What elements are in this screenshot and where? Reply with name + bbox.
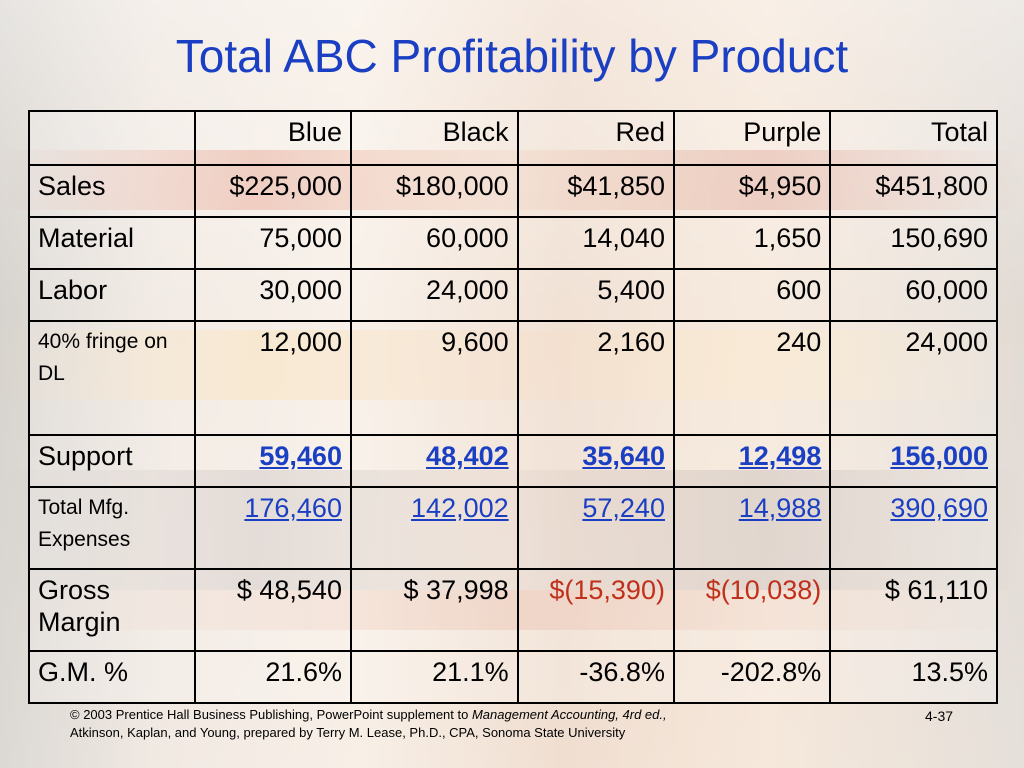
- cell-value: $ 48,540: [193, 568, 352, 652]
- corner-cell: [28, 110, 196, 166]
- footer-line-1: © 2003 Prentice Hall Business Publishing…: [70, 706, 870, 724]
- cell-value: $451,800: [829, 164, 998, 218]
- cell-value: $ 61,110: [829, 568, 998, 652]
- row-label-sales: Sales: [28, 164, 196, 218]
- cell-value: 57,240: [516, 486, 675, 570]
- cell-value: 5,400: [516, 268, 675, 322]
- row-label-support: Support: [28, 434, 196, 488]
- page-number: 4-37: [925, 708, 954, 724]
- cell-value-negative: $(15,390): [516, 568, 675, 652]
- table-row-gross-margin: Gross Margin $ 48,540 $ 37,998 $(15,390)…: [28, 568, 998, 652]
- column-header-red: Red: [516, 110, 675, 166]
- row-label-gm-percent: G.M. %: [28, 650, 196, 704]
- cell-value: 150,690: [829, 216, 998, 270]
- cell-value: 48,402: [349, 434, 519, 488]
- cell-value: $4,950: [672, 164, 832, 218]
- footer-citation: © 2003 Prentice Hall Business Publishing…: [70, 706, 870, 742]
- table-row-total-mfg-expenses: Total Mfg. Expenses 176,460 142,002 57,2…: [28, 486, 998, 570]
- cell-value: 21.1%: [349, 650, 519, 704]
- profitability-table: Blue Black Red Purple Total Sales $225,0…: [28, 110, 998, 704]
- cell-value: 1,650: [672, 216, 832, 270]
- cell-value: $41,850: [516, 164, 675, 218]
- cell-value: 24,000: [349, 268, 519, 322]
- footer-line-2: Atkinson, Kaplan, and Young, prepared by…: [70, 725, 626, 740]
- cell-value: -36.8%: [516, 650, 675, 704]
- cell-value: 75,000: [193, 216, 352, 270]
- column-header-black: Black: [349, 110, 519, 166]
- slide-title: Total ABC Profitability by Product: [175, 30, 849, 82]
- table-header-row: Blue Black Red Purple Total: [28, 110, 998, 166]
- cell-value: 21.6%: [193, 650, 352, 704]
- cell-value: 12,498: [672, 434, 832, 488]
- column-header-purple: Purple: [672, 110, 832, 166]
- row-label-material: Material: [28, 216, 196, 270]
- table-row-material: Material 75,000 60,000 14,040 1,650 150,…: [28, 216, 998, 270]
- row-label-gross-margin: Gross Margin: [28, 568, 196, 652]
- cell-value-negative: $(10,038): [672, 568, 832, 652]
- cell-value: 600: [672, 268, 832, 322]
- cell-value: 12,000: [193, 320, 352, 436]
- cell-value: $ 37,998: [349, 568, 519, 652]
- footer-copyright: © 2003 Prentice Hall Business Publishing…: [70, 707, 472, 722]
- table-row-support: Support 59,460 48,402 35,640 12,498 156,…: [28, 434, 998, 488]
- cell-value: 142,002: [349, 486, 519, 570]
- row-label-total-mfg-expenses: Total Mfg. Expenses: [28, 486, 196, 570]
- cell-value: 13.5%: [829, 650, 998, 704]
- column-header-blue: Blue: [193, 110, 352, 166]
- table-row-gm-percent: G.M. % 21.6% 21.1% -36.8% -202.8% 13.5%: [28, 650, 998, 704]
- cell-value: 9,600: [349, 320, 519, 436]
- cell-value: -202.8%: [672, 650, 832, 704]
- cell-value: 14,988: [672, 486, 832, 570]
- cell-value: 2,160: [516, 320, 675, 436]
- cell-value: 240: [672, 320, 832, 436]
- row-label-fringe: 40% fringe on DL: [28, 320, 196, 436]
- table-row-fringe: 40% fringe on DL 12,000 9,600 2,160 240 …: [28, 320, 998, 436]
- row-label-labor: Labor: [28, 268, 196, 322]
- cell-value: $225,000: [193, 164, 352, 218]
- cell-value: $180,000: [349, 164, 519, 218]
- cell-value: 35,640: [516, 434, 675, 488]
- cell-value: 60,000: [349, 216, 519, 270]
- table-row-sales: Sales $225,000 $180,000 $41,850 $4,950 $…: [28, 164, 998, 218]
- cell-value: 176,460: [193, 486, 352, 570]
- cell-value: 59,460: [193, 434, 352, 488]
- footer-book-title: Management Accounting, 4rd ed.,: [471, 707, 667, 722]
- cell-value: 156,000: [829, 434, 998, 488]
- column-header-total: Total: [829, 110, 998, 166]
- cell-value: 30,000: [193, 268, 352, 322]
- cell-value: 390,690: [829, 486, 998, 570]
- table-row-labor: Labor 30,000 24,000 5,400 600 60,000: [28, 268, 998, 322]
- cell-value: 14,040: [516, 216, 675, 270]
- cell-value: 24,000: [829, 320, 998, 436]
- cell-value: 60,000: [829, 268, 998, 322]
